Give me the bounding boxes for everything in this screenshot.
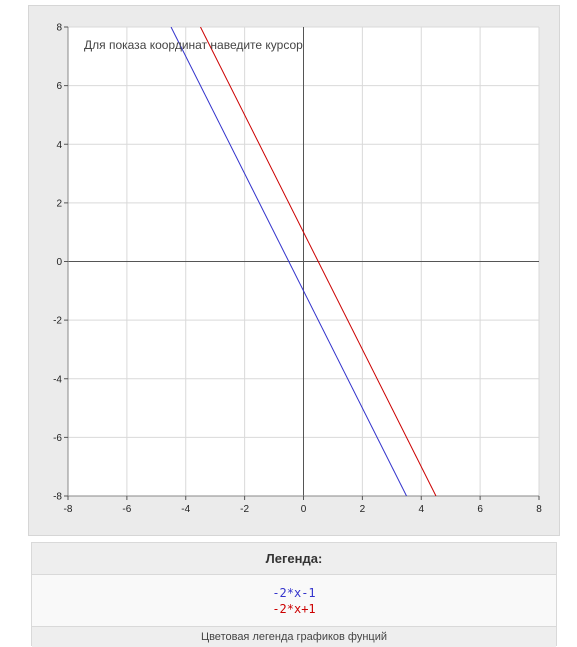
x-tick-label: -6 [122,504,131,515]
y-tick-label: -8 [53,492,62,503]
legend-item-series-1: -2*x-1 [272,586,316,600]
y-tick-label: 0 [56,257,62,268]
x-tick-label: 0 [301,504,307,515]
x-tick-label: 4 [418,504,424,515]
series-line-2 [200,27,437,496]
legend-box: Легенда: -2*x-1 -2*x+1 Цветовая легенда … [31,542,557,647]
function-plot[interactable]: -8 -6 -4 -2 0 2 4 6 8 -8 -6 -4 -2 0 2 4 6 8 [0,0,577,536]
y-tick-label: -6 [53,433,62,444]
x-tick-label: -2 [240,504,249,515]
legend-title: Легенда: [32,543,556,575]
x-tick-label: -8 [64,504,73,515]
x-tick-label: 2 [360,504,366,515]
x-tick-label: 8 [536,504,542,515]
y-tick-label: -2 [53,316,62,327]
y-tick-label: 2 [56,198,62,209]
tick-labels: -8 -6 -4 -2 0 2 4 6 8 -8 -6 -4 -2 0 2 4 6 8 [53,23,542,516]
legend-items: -2*x-1 -2*x+1 [32,575,556,627]
y-tick-label: 6 [56,81,62,92]
legend-item-series-2: -2*x+1 [272,602,316,616]
x-tick-label: -4 [181,504,190,515]
legend-caption: Цветовая легенда графиков фунций [32,627,556,647]
x-tick-label: 6 [477,504,483,515]
series-line-1 [170,27,407,496]
y-tick-label: 8 [56,23,62,34]
coordinate-hint: Для показа координат наведите курсор [84,38,303,52]
series-lines [170,27,437,496]
y-tick-label: -4 [53,374,62,385]
y-tick-label: 4 [56,140,62,151]
